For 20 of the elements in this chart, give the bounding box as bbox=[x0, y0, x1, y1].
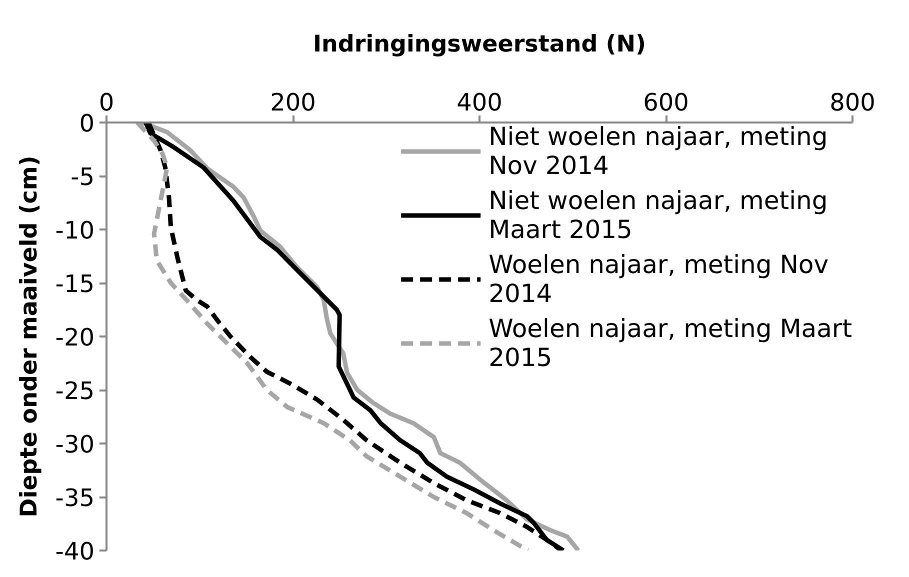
y-tick-label: -40 bbox=[55, 538, 95, 566]
y-tick-label: -35 bbox=[55, 484, 95, 512]
x-tick-label: 400 bbox=[456, 88, 502, 116]
legend-label: Woelen najaar, meting Maart 2015 bbox=[488, 314, 852, 372]
x-tick-label: 0 bbox=[98, 88, 114, 116]
legend-label: Niet woelen najaar, meting Maart 2015 bbox=[488, 186, 828, 244]
legend-label: Niet woelen najaar, meting Nov 2014 bbox=[488, 122, 828, 180]
y-tick-label: 0 bbox=[79, 110, 95, 138]
y-tick-label: -20 bbox=[55, 324, 95, 352]
legend-label: Woelen najaar, meting Nov 2014 bbox=[488, 250, 828, 308]
y-axis-title: Diepte onder maaiveld (cm) bbox=[16, 156, 42, 518]
y-tick-label: -30 bbox=[55, 430, 95, 458]
y-tick-label: -5 bbox=[70, 163, 95, 191]
x-tick-label: 800 bbox=[830, 88, 876, 116]
y-tick-label: -10 bbox=[55, 216, 95, 244]
x-tick-label: 200 bbox=[270, 88, 316, 116]
y-tick-label: -25 bbox=[55, 377, 95, 405]
x-tick-label: 600 bbox=[643, 88, 689, 116]
x-axis-title: Indringingsweerstand (N) bbox=[313, 32, 646, 58]
y-tick-label: -15 bbox=[55, 270, 95, 298]
